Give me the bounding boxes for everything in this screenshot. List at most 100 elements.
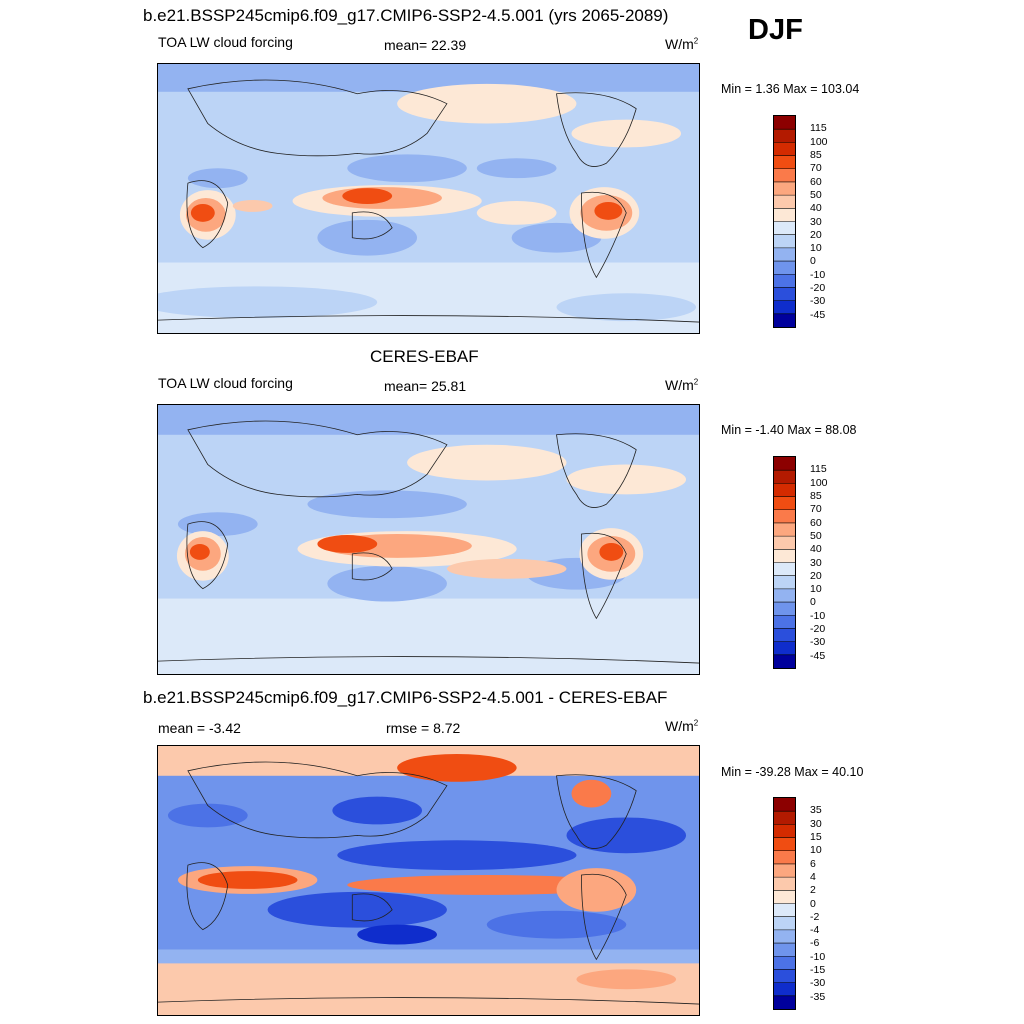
colorbar-tick-label: 30 — [810, 215, 822, 228]
colorbar-swatch — [774, 181, 795, 196]
panel2-units: W/m2 — [665, 377, 699, 393]
colorbar-tick-label: -20 — [810, 282, 826, 295]
colorbar-swatch — [774, 615, 795, 629]
colorbar-tick-label: 10 — [810, 583, 822, 596]
colorbar-swatch — [774, 234, 795, 249]
colorbar-tick-label: 50 — [810, 188, 822, 201]
colorbar-swatch — [774, 483, 795, 498]
colorbar-swatch — [774, 641, 795, 656]
panel2-mean-label: mean= 25.81 — [384, 378, 467, 394]
colorbar-swatch — [774, 982, 795, 997]
colorbar-tick-label: 40 — [810, 202, 822, 215]
colorbar-tick-label: 10 — [810, 242, 822, 255]
panel1-units: W/m2 — [665, 36, 699, 52]
colorbar-tick-label: 0 — [810, 596, 816, 609]
panel2-map-svg — [158, 405, 699, 674]
colorbar-swatch — [774, 522, 795, 537]
colorbar-tick-label: 115 — [810, 122, 827, 135]
colorbar-tick-label: 30 — [810, 817, 822, 830]
colorbar-tick-label: 85 — [810, 148, 822, 161]
colorbar-swatch — [774, 155, 795, 170]
panel3-map-svg — [158, 746, 699, 1015]
colorbar-swatch — [774, 142, 795, 157]
colorbar-swatch — [774, 313, 795, 328]
colorbar-swatch — [774, 496, 795, 511]
colorbar-swatch — [774, 116, 795, 130]
colorbar-tick-label: 30 — [810, 556, 822, 569]
colorbar-swatch — [774, 287, 795, 302]
colorbar-tick-label: 85 — [810, 489, 822, 502]
colorbar-tick-label: -45 — [810, 649, 826, 662]
colorbar-tick-label: -6 — [810, 937, 820, 950]
colorbar-swatch — [774, 837, 795, 852]
colorbar-tick-label: -15 — [810, 964, 826, 977]
colorbar-tick-label: 4 — [810, 870, 816, 883]
colorbar-swatch — [774, 654, 795, 669]
season-label: DJF — [748, 14, 803, 46]
colorbar-swatch — [774, 863, 795, 878]
panel3-mean-label: mean = -3.42 — [158, 720, 241, 736]
colorbar-tick-label: 115 — [810, 463, 827, 476]
panel1-map-svg — [158, 64, 699, 333]
colorbar-swatch — [774, 509, 795, 524]
panel3-map — [157, 745, 700, 1016]
colorbar-swatch — [774, 549, 795, 563]
colorbar-swatch — [774, 274, 795, 288]
colorbar-swatch — [774, 850, 795, 865]
colorbar-tick-label: 2 — [810, 884, 816, 897]
panel1-variable-label: TOA LW cloud forcing — [158, 34, 293, 50]
panel2-map — [157, 404, 700, 675]
colorbar-swatch — [774, 208, 795, 222]
colorbar-tick-label: 70 — [810, 503, 822, 516]
colorbar-swatch — [774, 995, 795, 1010]
colorbar-swatch — [774, 943, 795, 957]
colorbar-tick-label: -10 — [810, 950, 826, 963]
panel3-title: b.e21.BSSP245cmip6.f09_g17.CMIP6-SSP2-4.… — [143, 688, 668, 707]
colorbar-swatch — [774, 798, 795, 812]
colorbar-swatch — [774, 168, 795, 183]
colorbar-tick-label: -35 — [810, 990, 826, 1003]
colorbar-tick-label: 20 — [810, 569, 822, 582]
panel1-colorbar-swatches — [774, 116, 795, 328]
colorbar-swatch — [774, 811, 795, 825]
colorbar-tick-label: -4 — [810, 924, 820, 937]
colorbar-tick-label: 10 — [810, 844, 822, 857]
colorbar-tick-label: 0 — [810, 255, 816, 268]
panel3-minmax: Min = -39.28 Max = 40.10 — [721, 765, 864, 779]
colorbar-tick-label: -45 — [810, 308, 826, 321]
colorbar-tick-label: 35 — [810, 804, 822, 817]
colorbar-swatch — [774, 129, 795, 143]
colorbar-swatch — [774, 890, 795, 904]
panel2-title: CERES-EBAF — [370, 347, 479, 366]
colorbar-swatch — [774, 575, 795, 590]
colorbar-swatch — [774, 221, 795, 236]
colorbar-swatch — [774, 470, 795, 484]
colorbar-tick-label: 60 — [810, 175, 822, 188]
colorbar-swatch — [774, 877, 795, 891]
colorbar-tick-label: -2 — [810, 910, 820, 923]
panel3-units: W/m2 — [665, 718, 699, 734]
colorbar-swatch — [774, 562, 795, 577]
colorbar-tick-label: 60 — [810, 516, 822, 529]
panel1-minmax: Min = 1.36 Max = 103.04 — [721, 82, 860, 96]
colorbar-swatch — [774, 916, 795, 931]
colorbar-swatch — [774, 247, 795, 262]
panel1-map — [157, 63, 700, 334]
colorbar-swatch — [774, 929, 795, 944]
colorbar-swatch — [774, 536, 795, 550]
colorbar-tick-label: 20 — [810, 228, 822, 241]
colorbar-swatch — [774, 457, 795, 471]
colorbar-tick-label: -30 — [810, 636, 826, 649]
colorbar-swatch — [774, 300, 795, 315]
colorbar-swatch — [774, 628, 795, 643]
colorbar-tick-label: 100 — [810, 476, 828, 489]
colorbar-swatch — [774, 824, 795, 839]
colorbar-tick-label: -30 — [810, 977, 826, 990]
panel3-rmse-label: rmse = 8.72 — [386, 720, 461, 736]
colorbar-tick-label: 40 — [810, 543, 822, 556]
panel3-colorbar-swatches — [774, 798, 795, 1010]
colorbar-swatch — [774, 602, 795, 616]
panel1-title: b.e21.BSSP245cmip6.f09_g17.CMIP6-SSP2-4.… — [143, 6, 669, 25]
colorbar-tick-label: -10 — [810, 609, 826, 622]
panel2-minmax: Min = -1.40 Max = 88.08 — [721, 423, 857, 437]
